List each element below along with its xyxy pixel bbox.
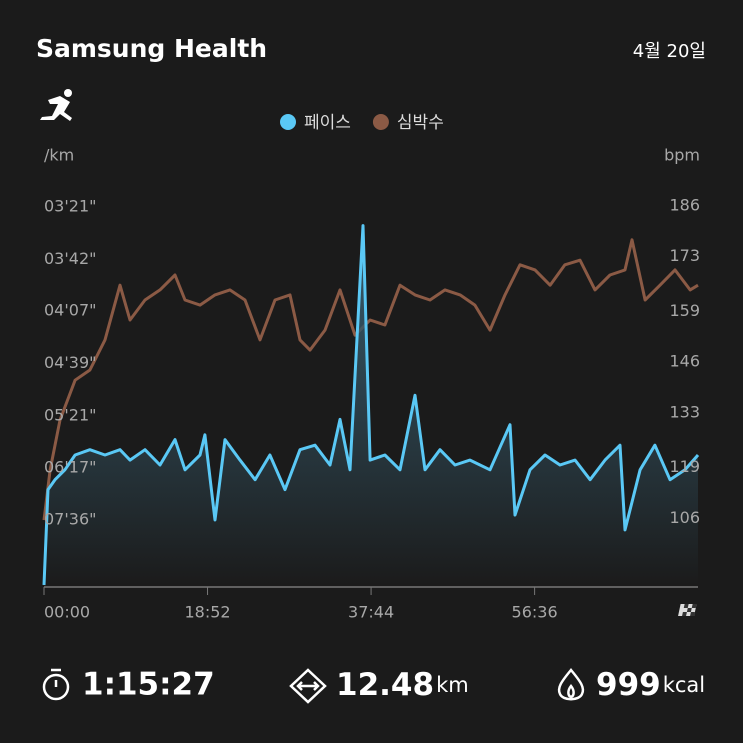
calories: 999kcal [596,667,705,703]
y2-tick-label: 119 [669,457,700,476]
x-tick-label: 37:44 [348,603,394,622]
distance-icon [289,668,327,704]
y2-tick-label: 106 [669,508,700,527]
calories-unit: kcal [663,673,705,697]
y2-tick-label: 159 [669,301,700,320]
run-icon [40,89,72,121]
y-tick-label: 07'36" [44,509,96,528]
y-tick-label: 04'39" [44,353,96,372]
distance-unit: km [436,673,469,697]
y2-tick-label: 146 [669,352,700,371]
legend-label: 페이스 [304,113,351,133]
distance: 12.48km [336,667,469,703]
y2-axis-label: bpm [664,146,700,165]
app-title: Samsung Health [36,34,267,63]
y-tick-label: 05'21" [44,406,96,425]
y-axis-label: /km [44,146,74,165]
series-area [44,225,698,585]
y2-tick-label: 186 [669,195,700,214]
finish-flag [678,604,697,616]
date: 4월 20일 [633,41,706,62]
flame-icon [557,668,585,701]
y2-tick-label: 173 [669,246,700,265]
y-tick-label: 03'42" [44,249,96,268]
x-tick-label: 56:36 [512,603,558,622]
x-tick-label: 00:00 [44,603,90,622]
series-line [42,224,700,586]
distance-value: 12.48 [336,667,434,703]
calories-value: 999 [596,667,661,703]
y-tick-label: 04'07" [44,301,96,320]
stopwatch-icon [42,668,70,701]
x-tick-label: 18:52 [184,603,230,622]
duration: 1:15:27 [82,667,215,703]
legend-label: 심박수 [397,113,444,133]
y2-tick-label: 133 [669,403,700,422]
legend-swatch [280,114,296,130]
y-tick-label: 03'21" [44,196,96,215]
legend-swatch [372,114,389,130]
legend: 페이스 심박수 [280,113,444,133]
y-tick-label: 06'17" [44,458,96,477]
